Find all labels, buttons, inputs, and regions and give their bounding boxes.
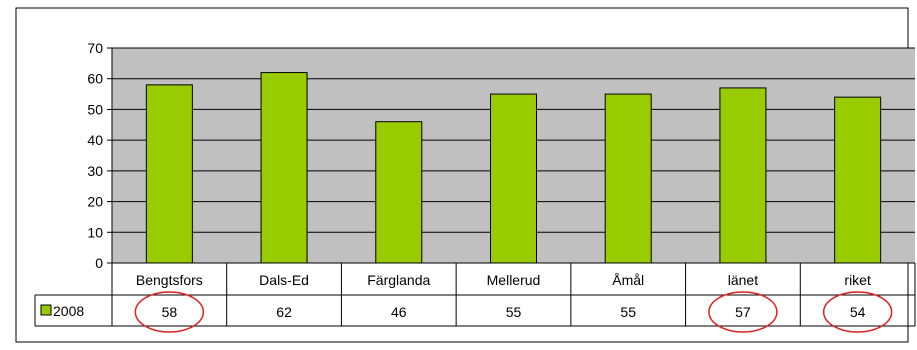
table-value: 54 [850,304,866,320]
bars [145,72,882,264]
table-value: 55 [620,304,636,320]
y-tick-label: 0 [95,255,103,271]
category-label: Mellerud [487,272,541,288]
y-tick-label: 40 [87,132,103,148]
y-tick-label: 60 [87,71,103,87]
legend-label: 2008 [53,303,84,319]
y-tick-label: 50 [87,101,103,117]
bar [490,93,537,264]
category-label: Bengtsfors [136,272,203,288]
legend-swatch [40,304,52,316]
category-label: Färglanda [367,272,430,288]
category-label: riket [844,272,871,288]
bar [145,84,193,264]
data-table: Bengtsfors Dals-Ed Färglanda Mellerud Åmål lä… [34,262,916,327]
highlight-ring [822,291,893,333]
bar [375,121,423,264]
y-tick-label: 10 [87,224,103,240]
highlight-ring [134,291,205,333]
table-value: 62 [276,304,292,320]
table-value: 55 [506,304,522,320]
bar [260,72,308,264]
y-axis: 0 10 20 30 40 50 60 70 [87,40,113,326]
table-value: 58 [162,304,178,320]
category-label: Åmål [612,272,644,288]
bar [834,96,882,264]
table-value: 46 [391,304,407,320]
y-tick-label: 20 [87,194,103,210]
category-label: länet [728,272,758,288]
bar [604,93,652,264]
category-label: Dals-Ed [259,272,309,288]
bar [719,87,767,264]
highlight-rings [134,291,893,333]
highlight-ring [708,291,778,333]
y-tick-label: 70 [87,40,103,56]
table-value: 57 [735,304,751,320]
y-tick-label: 30 [87,163,103,179]
